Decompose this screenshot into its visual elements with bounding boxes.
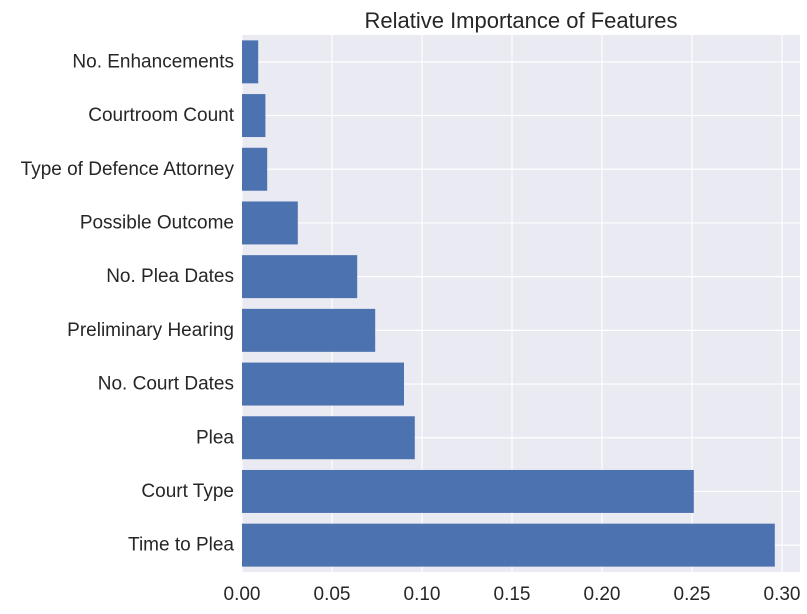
- bar-preliminary-hearing: [242, 308, 376, 352]
- x-tick-label: 0.20: [584, 584, 621, 605]
- bar-possible-outcome: [242, 201, 298, 245]
- category-label: Time to Plea: [128, 535, 234, 556]
- category-labels: Time to Plea Court Type Plea No. Court Date…: [21, 51, 235, 555]
- bar-no-enhancements: [242, 40, 259, 84]
- x-tick-label: 0.10: [404, 584, 441, 605]
- chart-title: Relative Importance of Features: [364, 8, 677, 33]
- bar-courtroom-count: [242, 94, 266, 138]
- bar-type-of-defence-attorney: [242, 147, 268, 191]
- category-label: No. Court Dates: [98, 374, 234, 395]
- x-tick-labels: 0.00 0.05 0.10 0.15 0.20 0.25 0.30: [224, 584, 801, 605]
- category-label: Court Type: [141, 481, 234, 502]
- x-tick-label: 0.30: [764, 584, 801, 605]
- category-label: Possible Outcome: [80, 212, 234, 233]
- bars: [242, 40, 775, 567]
- category-label: Preliminary Hearing: [67, 320, 234, 341]
- bar-plea: [242, 416, 415, 460]
- category-label: Plea: [196, 427, 234, 448]
- category-label: Courtroom Count: [88, 105, 234, 126]
- category-label: No. Plea Dates: [106, 266, 234, 287]
- bar-court-type: [242, 469, 694, 513]
- category-label: Type of Defence Attorney: [21, 159, 235, 180]
- bar-no-court-dates: [242, 362, 404, 406]
- x-tick-label: 0.25: [674, 584, 711, 605]
- x-tick-label: 0.00: [224, 584, 261, 605]
- x-tick-label: 0.15: [494, 584, 531, 605]
- category-label: No. Enhancements: [72, 51, 234, 72]
- bar-no-plea-dates: [242, 255, 358, 299]
- x-tick-label: 0.05: [314, 584, 351, 605]
- bar-time-to-plea: [242, 523, 775, 567]
